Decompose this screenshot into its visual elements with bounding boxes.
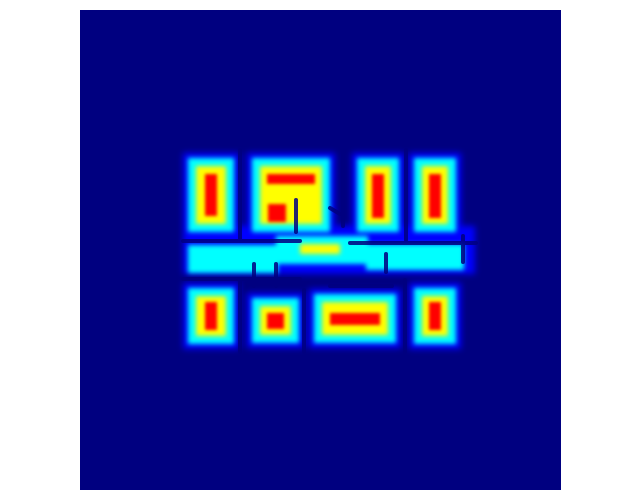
heatmap-field bbox=[181, 148, 478, 354]
red-core-layer bbox=[205, 174, 441, 330]
dark-seam-layer bbox=[181, 148, 478, 354]
